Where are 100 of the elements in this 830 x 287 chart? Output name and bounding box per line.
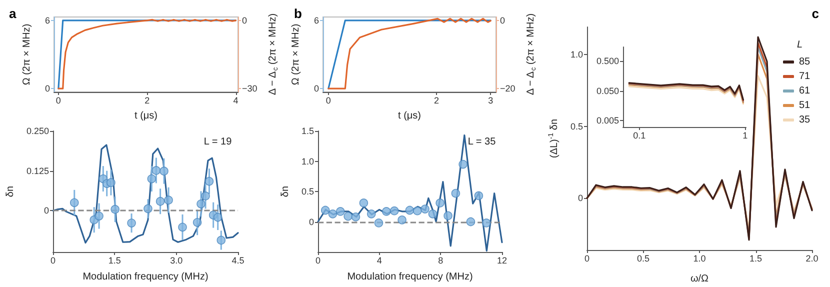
x-tick-label: 2	[144, 96, 150, 106]
x-tick-label: 2	[434, 96, 440, 106]
y-tick-label: 0.500	[596, 56, 619, 66]
y-tick-label: 0.125	[26, 166, 49, 176]
point	[106, 178, 116, 187]
annotation: L = 35	[468, 136, 496, 148]
point	[213, 212, 222, 222]
legend-label: 61	[799, 86, 811, 96]
point	[147, 174, 156, 184]
point	[152, 166, 161, 175]
point	[405, 206, 414, 215]
x-tick-label: 3	[488, 96, 494, 106]
x-axis-title: ω/Ω	[690, 274, 710, 284]
x-axis-title: Modulation frequency (MHz)	[82, 272, 208, 282]
y-axis-title: Ω (2π × MHz)	[22, 24, 32, 86]
chart-title: b	[294, 6, 302, 21]
point	[196, 200, 206, 208]
y-tick-label: 0	[314, 84, 319, 94]
point	[201, 192, 210, 200]
y-tick-label: 0	[578, 193, 583, 204]
x-tick-label: 4	[233, 96, 238, 106]
chart-title: a	[9, 6, 17, 21]
point	[390, 206, 399, 216]
y-axis-title: δn	[5, 186, 16, 198]
x-tick-label: 8	[438, 256, 444, 266]
point	[359, 198, 368, 208]
chart-title: c	[812, 6, 820, 21]
x-tick-label: 1	[742, 130, 748, 140]
point	[178, 222, 187, 232]
point	[336, 207, 345, 216]
point	[474, 191, 484, 200]
point	[328, 209, 338, 218]
y2-tick-label: 0	[242, 15, 248, 26]
legend-label: 71	[799, 71, 811, 82]
x-tick-label: 1.5	[108, 256, 121, 266]
y-tick-label: 1.0	[301, 156, 314, 166]
y-tick-label: 0	[44, 206, 49, 216]
x-tick-label: 0	[56, 96, 61, 106]
point	[156, 196, 165, 206]
x-tick-label: 3.0	[170, 256, 183, 266]
legend-title: L	[797, 40, 803, 50]
annotation: L = 19	[204, 136, 232, 148]
y2-tick-label: −20	[500, 84, 516, 94]
point	[420, 204, 430, 214]
legend-label: 51	[799, 100, 811, 111]
y-tick-label: 0.050	[596, 86, 619, 96]
x-tick-label: 12	[496, 256, 508, 266]
y-axis-title: Ω (2π × MHz)	[290, 24, 302, 86]
y-tick-label: 0.5	[570, 121, 583, 132]
point	[344, 212, 352, 221]
point	[110, 204, 120, 214]
y-tick-label: 6	[44, 15, 50, 26]
point	[144, 204, 152, 214]
point	[366, 209, 376, 218]
point	[94, 212, 104, 220]
point	[164, 196, 173, 204]
point	[204, 176, 214, 186]
y-tick-label: 1.0	[570, 49, 583, 60]
y-tick-label: 0	[308, 216, 314, 227]
x-tick-label: 0.5	[636, 254, 650, 264]
point	[444, 211, 452, 220]
point	[458, 160, 468, 169]
x-tick-label: 0.1	[633, 130, 646, 140]
point	[351, 212, 360, 222]
point	[160, 166, 168, 176]
y-tick-label: 6	[314, 15, 319, 26]
y-tick-label: 0.005	[596, 115, 619, 126]
line-series	[317, 134, 503, 252]
point	[466, 217, 476, 226]
x-tick-label: 1.0	[693, 254, 706, 264]
y2-tick-label: 0	[500, 15, 506, 26]
y2-tick-label: −30	[242, 84, 258, 94]
point	[70, 198, 79, 208]
x-axis-title: t (μs)	[134, 110, 158, 122]
y-tick-label: 0.5	[301, 186, 314, 196]
y-tick-label: 0	[44, 84, 50, 94]
point	[412, 206, 422, 216]
point	[127, 218, 136, 228]
point	[192, 218, 202, 227]
point	[482, 218, 491, 228]
x-axis-title: Modulation frequency (MHz)	[347, 272, 473, 282]
point	[374, 218, 384, 228]
x-tick-label: 2.0	[806, 254, 818, 264]
x-axis-title: t (μs)	[398, 110, 421, 122]
point	[216, 236, 226, 245]
x-tick-label: 0	[326, 96, 331, 106]
line-series	[52, 144, 239, 244]
point	[398, 216, 406, 224]
x-tick-label: 1.5	[749, 254, 762, 264]
point	[451, 188, 460, 198]
y-tick-label: 0.250	[26, 126, 49, 136]
point	[382, 207, 391, 216]
legend-label: 85	[799, 56, 811, 68]
y-axis-title: δn	[280, 186, 292, 198]
point	[320, 206, 330, 215]
x-tick-label: 4	[376, 256, 382, 266]
legend-label: 35	[799, 114, 811, 126]
x-tick-label: 4.5	[232, 256, 244, 266]
point	[436, 198, 444, 208]
point	[428, 209, 438, 218]
